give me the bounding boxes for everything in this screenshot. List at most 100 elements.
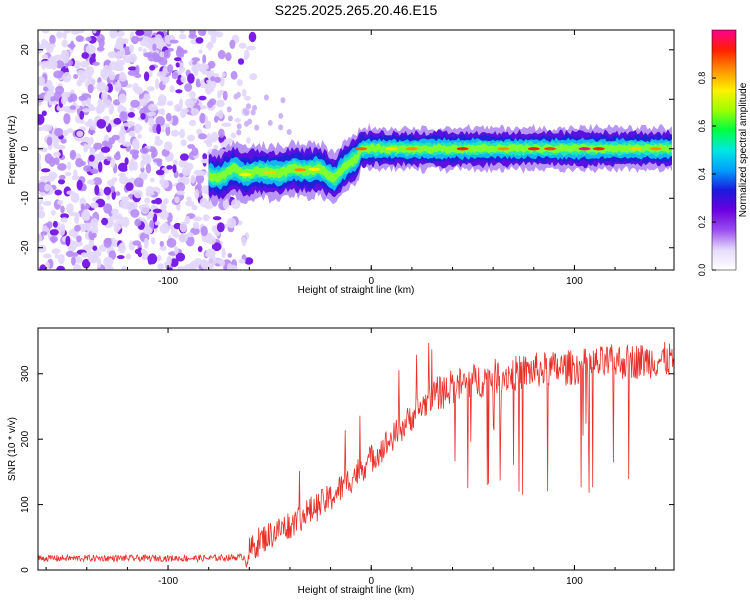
- noise-blob: [143, 36, 149, 41]
- noise-blob: [109, 30, 118, 39]
- noise-blob: [230, 132, 237, 139]
- noise-blob: [210, 131, 219, 143]
- noise-blob: [41, 110, 47, 117]
- snr-x-ticks: -100 0 100: [45, 328, 657, 587]
- noise-blob: [94, 250, 102, 257]
- noise-blob: [221, 122, 232, 128]
- noise-blob: [85, 44, 96, 55]
- noise-blob: [185, 162, 194, 171]
- noise-blob: [178, 98, 184, 109]
- noise-blob: [148, 111, 156, 116]
- spectrogram-x-ticks: -100 0 100: [45, 30, 657, 287]
- noise-blob: [236, 79, 243, 86]
- noise-blob: [58, 226, 66, 237]
- colorbar-tick-label: 0.4: [697, 168, 707, 181]
- noise-blob: [230, 70, 238, 80]
- noise-blob: [154, 197, 162, 205]
- noise-blob: [38, 161, 41, 172]
- noise-blob: [146, 225, 151, 235]
- noise-blob: [92, 61, 100, 66]
- noise-blob: [86, 77, 96, 86]
- noise-blob: [73, 216, 79, 223]
- x-tick-label: 100: [566, 576, 583, 587]
- noise-blob: [212, 216, 222, 221]
- noise-blob: [181, 49, 188, 54]
- colorbar-tick-label: 0.8: [697, 72, 707, 85]
- snr-xlabel: Height of straight line (km): [298, 585, 415, 596]
- noise-blob: [114, 219, 123, 230]
- colorbar-ticks: 0.0 0.2 0.4 0.6 0.8: [697, 72, 716, 276]
- noise-blob: [53, 70, 63, 79]
- noise-blob: [234, 117, 242, 123]
- ridge-band: [208, 143, 672, 183]
- noise-blob: [117, 65, 124, 72]
- spectrogram-xlabel: Height of straight line (km): [298, 285, 415, 296]
- noise-blob: [148, 69, 153, 77]
- noise-blob: [191, 264, 197, 270]
- noise-blob: [150, 237, 156, 245]
- noise-blob: [41, 38, 47, 50]
- noise-blob: [137, 133, 143, 139]
- noise-blob: [175, 62, 180, 68]
- noise-blob: [96, 119, 107, 129]
- noise-blob: [49, 229, 59, 236]
- noise-blob: [201, 185, 212, 195]
- noise-blob: [45, 175, 56, 182]
- y-tick-label: 20: [20, 44, 31, 56]
- noise-blob: [69, 93, 78, 102]
- noise-blob: [56, 104, 65, 112]
- noise-blob: [227, 263, 233, 270]
- noise-blob: [131, 189, 137, 195]
- noise-blob: [181, 108, 189, 114]
- noise-blob: [103, 203, 113, 214]
- noise-blob: [146, 86, 155, 92]
- noise-blob: [38, 101, 43, 106]
- noise-blob: [96, 81, 107, 92]
- noise-blob: [190, 108, 200, 116]
- noise-blob: [227, 253, 232, 258]
- noise-blob: [246, 45, 256, 51]
- noise-blob: [46, 43, 56, 48]
- noise-blob: [210, 33, 217, 44]
- noise-blob: [107, 179, 115, 187]
- noise-blob: [152, 208, 162, 214]
- noise-blob: [198, 49, 203, 54]
- noise-blob: [92, 30, 97, 34]
- noise-blob: [38, 234, 43, 243]
- noise-blob: [149, 65, 156, 71]
- noise-blob: [116, 132, 126, 144]
- noise-blob: [166, 238, 177, 248]
- noise-blob: [73, 74, 79, 79]
- noise-blob: [104, 85, 109, 92]
- noise-blob: [145, 163, 152, 174]
- noise-blob: [92, 245, 98, 251]
- noise-blob: [83, 143, 89, 153]
- noise-blob: [137, 247, 143, 258]
- noise-blob: [122, 141, 132, 147]
- noise-blob: [87, 129, 96, 135]
- noise-blob: [132, 240, 141, 246]
- noise-blob: [61, 49, 70, 61]
- noise-blob: [106, 156, 112, 162]
- noise-blob: [91, 232, 97, 238]
- y-tick-label: 0: [20, 146, 31, 152]
- noise-blob: [111, 237, 116, 246]
- noise-blob: [70, 192, 80, 203]
- noise-blob: [90, 168, 99, 175]
- noise-blob: [241, 236, 247, 247]
- noise-blob: [102, 115, 110, 122]
- noise-blob: [178, 66, 186, 73]
- noise-blob: [156, 71, 167, 78]
- noise-blob: [244, 95, 251, 101]
- noise-blob: [194, 189, 200, 200]
- noise-blob: [189, 91, 196, 99]
- noise-blob: [243, 108, 249, 115]
- noise-blob: [103, 186, 112, 196]
- noise-blob: [187, 144, 196, 149]
- noise-blob: [193, 169, 204, 176]
- noise-blob: [110, 157, 116, 169]
- noise-blob: [103, 256, 114, 267]
- noise-blob: [174, 57, 182, 62]
- noise-blob: [286, 128, 292, 135]
- noise-blob: [208, 255, 217, 266]
